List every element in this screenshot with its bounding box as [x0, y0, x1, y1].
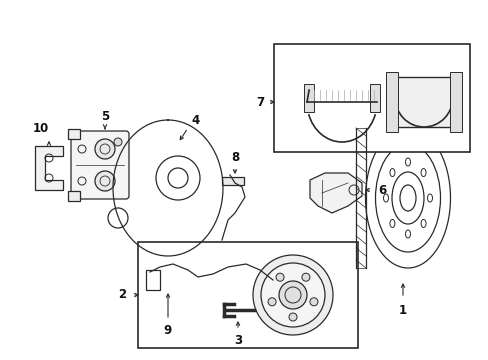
Circle shape — [114, 138, 122, 146]
Bar — [391, 77, 455, 127]
Circle shape — [95, 171, 115, 191]
Bar — [146, 270, 160, 290]
Bar — [369, 84, 379, 112]
Circle shape — [267, 298, 276, 306]
Text: 1: 1 — [398, 303, 406, 316]
Polygon shape — [35, 146, 63, 190]
FancyBboxPatch shape — [71, 131, 129, 199]
Text: 7: 7 — [255, 95, 264, 108]
Text: 2: 2 — [118, 288, 126, 302]
Text: 6: 6 — [377, 184, 386, 197]
Text: 4: 4 — [191, 113, 200, 126]
Text: 5: 5 — [101, 109, 109, 122]
Circle shape — [288, 313, 296, 321]
Text: 9: 9 — [163, 324, 172, 337]
Circle shape — [95, 139, 115, 159]
Circle shape — [309, 298, 317, 306]
Circle shape — [279, 281, 306, 309]
Bar — [273, 44, 469, 152]
Circle shape — [276, 273, 284, 281]
Bar — [385, 72, 397, 132]
Circle shape — [301, 273, 309, 281]
Circle shape — [261, 263, 325, 327]
Text: 10: 10 — [33, 122, 49, 135]
Text: 8: 8 — [230, 150, 239, 163]
Bar — [304, 84, 313, 112]
Bar — [449, 72, 461, 132]
Bar — [222, 177, 244, 185]
Bar — [138, 242, 357, 348]
Text: 3: 3 — [233, 333, 242, 346]
Bar — [68, 191, 80, 201]
Bar — [68, 129, 80, 139]
Circle shape — [252, 255, 332, 335]
Polygon shape — [309, 173, 361, 213]
